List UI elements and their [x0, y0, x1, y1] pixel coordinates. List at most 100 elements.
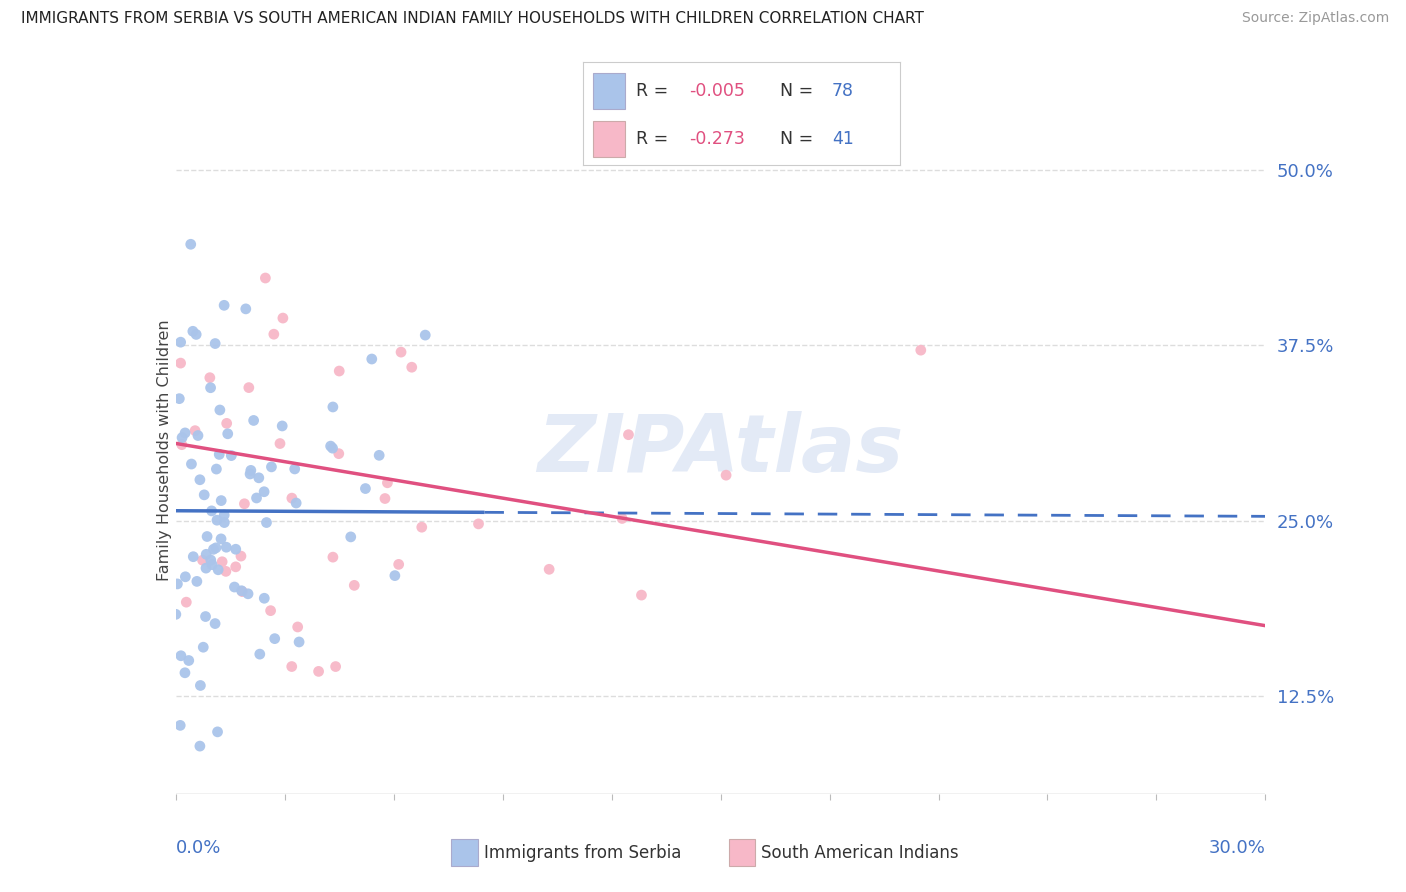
Text: South American Indians: South American Indians	[762, 844, 959, 862]
Point	[368, 448, 391, 462]
Point	[225, 559, 247, 574]
Point	[259, 604, 281, 618]
Point	[205, 541, 228, 555]
Point	[215, 540, 238, 554]
Point	[176, 595, 198, 609]
Text: N =: N =	[779, 130, 818, 148]
Point	[215, 417, 238, 431]
Point	[630, 588, 652, 602]
Text: Source: ZipAtlas.com: Source: ZipAtlas.com	[1241, 11, 1389, 25]
Point	[165, 607, 187, 622]
Bar	[593, 73, 624, 109]
Text: R =: R =	[636, 82, 673, 100]
Point	[207, 724, 229, 739]
Point	[256, 516, 278, 530]
Y-axis label: Family Households with Children: Family Households with Children	[157, 319, 172, 582]
Point	[239, 467, 262, 481]
Text: 30.0%: 30.0%	[1209, 838, 1265, 856]
Point	[212, 508, 235, 522]
Point	[212, 298, 235, 312]
Point	[180, 237, 202, 252]
Point	[201, 558, 224, 572]
Point	[170, 648, 193, 663]
Point	[172, 431, 194, 445]
Point	[180, 457, 202, 471]
Point	[389, 345, 412, 359]
Point	[174, 665, 197, 680]
Point	[245, 491, 267, 505]
Point	[354, 482, 377, 496]
Point	[411, 520, 433, 534]
Point	[200, 381, 222, 395]
Point	[190, 678, 212, 692]
Point	[360, 351, 382, 366]
Point	[217, 426, 239, 441]
Point	[269, 436, 291, 450]
Text: 41: 41	[832, 130, 853, 148]
Point	[208, 447, 231, 461]
Point	[388, 558, 411, 572]
Text: ZIPAtlas: ZIPAtlas	[537, 411, 904, 490]
Point	[271, 419, 294, 434]
Point	[211, 555, 233, 569]
Point	[169, 392, 191, 406]
Point	[413, 328, 436, 343]
Point	[209, 532, 232, 546]
Point	[239, 463, 262, 477]
Point	[188, 473, 211, 487]
Point	[205, 462, 228, 476]
Point	[195, 547, 218, 561]
Point	[288, 635, 311, 649]
Text: 78: 78	[832, 82, 853, 100]
Point	[224, 580, 246, 594]
Point	[169, 718, 191, 732]
Point	[374, 491, 396, 506]
Point	[186, 574, 208, 589]
Point	[235, 301, 257, 316]
Point	[195, 529, 218, 543]
Point	[384, 568, 406, 582]
Point	[209, 493, 232, 508]
Point	[260, 459, 283, 474]
Point	[208, 403, 231, 417]
Point	[610, 511, 633, 525]
Bar	[593, 121, 624, 157]
Point	[308, 665, 330, 679]
Point	[377, 475, 399, 490]
Point	[166, 577, 188, 591]
Point	[233, 497, 256, 511]
Point	[204, 336, 226, 351]
Point	[200, 553, 222, 567]
Bar	[728, 839, 755, 866]
Point	[328, 447, 350, 461]
Point	[401, 360, 423, 375]
Point	[242, 413, 264, 427]
Point	[194, 609, 217, 624]
Point	[285, 496, 308, 510]
Point	[207, 563, 229, 577]
Text: N =: N =	[779, 82, 818, 100]
Text: R =: R =	[636, 130, 673, 148]
Point	[253, 591, 276, 606]
Point	[467, 516, 489, 531]
Point	[238, 381, 260, 395]
Point	[204, 616, 226, 631]
Point	[195, 561, 218, 575]
Point	[193, 640, 215, 655]
Point	[202, 542, 225, 557]
Point	[186, 327, 208, 342]
Point	[249, 647, 271, 661]
Point	[188, 739, 211, 753]
Point	[319, 439, 342, 453]
Point	[198, 370, 221, 384]
Point	[229, 549, 252, 563]
Point	[169, 335, 191, 350]
Point	[343, 578, 366, 592]
Point	[187, 428, 209, 442]
Point	[205, 513, 228, 527]
Text: 0.0%: 0.0%	[176, 838, 221, 856]
Point	[170, 438, 193, 452]
Bar	[451, 839, 478, 866]
Point	[247, 471, 270, 485]
Point	[214, 516, 236, 530]
